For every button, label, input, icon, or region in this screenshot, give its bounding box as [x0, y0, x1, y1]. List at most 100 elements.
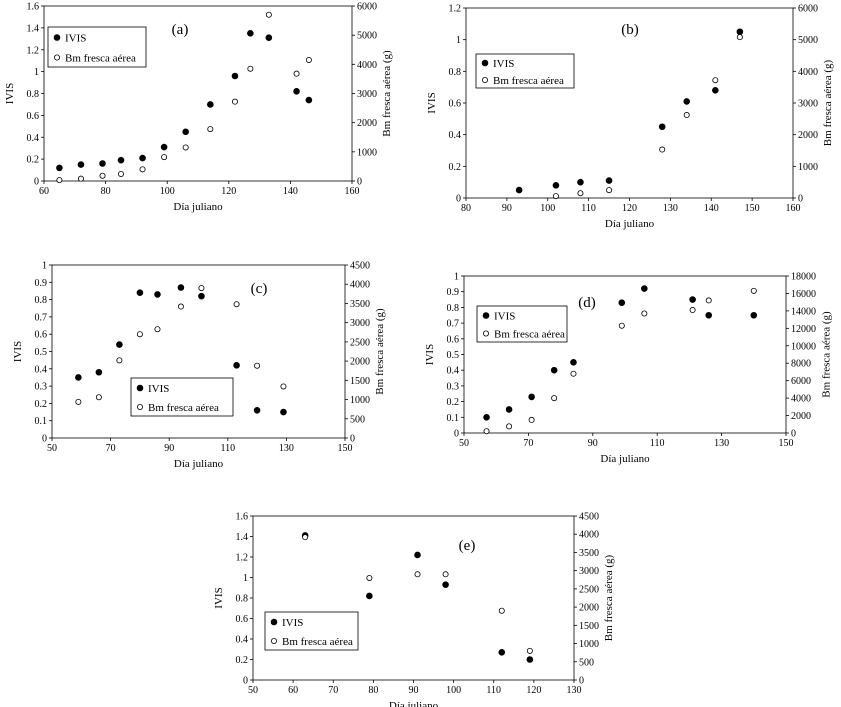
legend-filled-marker: [482, 312, 490, 319]
biomass-point: [99, 172, 106, 179]
x-tick-label: 130: [279, 443, 294, 454]
ivis-point: [577, 178, 584, 186]
biomass-point: [526, 647, 533, 654]
y2-tick-label: 1500: [350, 376, 370, 387]
y2-tick-label: 0: [350, 434, 355, 445]
legend-entry: Bm fresca aérea: [282, 636, 353, 648]
ivis-point: [293, 88, 300, 95]
biomass-point: [498, 607, 505, 614]
y-tick-label: 0.8: [236, 594, 249, 605]
y-tick-label: 0.2: [27, 155, 40, 166]
legend-entry: Bm fresca aérea: [494, 329, 565, 341]
y2-tick-label: 4000: [791, 394, 811, 405]
y-tick-label: 0.8: [35, 295, 48, 306]
y-tick-label: 1.4: [27, 23, 40, 34]
y2-tick-label: 1000: [357, 147, 377, 158]
ivis-point: [233, 362, 240, 369]
biomass-point: [689, 307, 696, 314]
ivis-point: [712, 87, 719, 94]
y-tick-label: 0.6: [236, 614, 249, 625]
legend-filled-marker: [136, 384, 144, 392]
ivis-point: [177, 284, 185, 291]
x-axis-label: Día juliano: [173, 201, 223, 213]
x-tick-label: 130: [714, 438, 729, 449]
y-tick-label: 0.2: [449, 162, 462, 173]
legend-open-marker: [54, 54, 61, 61]
legend: IVIS Bm fresca aérea: [475, 53, 575, 89]
ivis-point: [136, 289, 144, 296]
legend: IVIS Bm fresca aérea: [264, 611, 359, 651]
x-tick-label: 110: [650, 438, 665, 449]
y-tick-label: 0.6: [449, 99, 462, 110]
y-tick-label: 1.4: [236, 532, 249, 543]
x-tick-label: 90: [164, 443, 174, 454]
chart-panel: 80 90 100 110 120 130 140 150 16000.20.40.60.811…: [426, 4, 834, 231]
y2-axis-label: Bm fresca aérea (g): [374, 308, 386, 395]
x-tick-label: 150: [779, 438, 794, 449]
biomass-point: [577, 190, 584, 197]
y2-tick-label: 1000: [798, 162, 818, 173]
y2-tick-label: 2000: [798, 130, 818, 141]
ivis-point: [550, 366, 558, 374]
y2-tick-label: 6000: [791, 376, 811, 387]
y2-tick-label: 12000: [791, 324, 816, 335]
y2-axis-label: Bm fresca aérea (g): [821, 311, 833, 398]
y2-tick-label: 2000: [350, 357, 370, 368]
y-tick-label: 1: [454, 272, 459, 283]
chart-panel: 50 60 70 80 90 100 110 120 13000.20.40.60.811.21…: [213, 512, 615, 707]
panel-label: (b): [621, 22, 639, 38]
legend-entry: Bm fresca aérea: [148, 402, 219, 414]
x-axis-label: Día juliano: [605, 218, 655, 230]
ivis-point: [95, 368, 103, 376]
y2-tick-label: 5000: [798, 35, 818, 46]
y2-axis-label: Bm fresca aérea (g): [822, 59, 834, 146]
biomass-point: [442, 571, 449, 578]
ivis-point: [231, 72, 239, 80]
y2-tick-label: 3000: [579, 566, 599, 577]
ivis-point: [280, 408, 287, 416]
legend-entry: Bm fresca aérea: [493, 75, 564, 87]
ivis-point: [247, 30, 254, 37]
biomass-point: [95, 394, 102, 401]
ivis-point: [182, 128, 189, 136]
y2-tick-label: 3000: [357, 89, 377, 100]
x-tick-label: 130: [567, 685, 582, 696]
y-tick-label: 0.9: [447, 287, 460, 298]
legend-filled-marker: [53, 34, 61, 41]
y-tick-label: 0.6: [35, 330, 48, 341]
biomass-point: [750, 287, 757, 294]
ivis-point: [99, 160, 106, 167]
x-tick-label: 80: [461, 203, 471, 214]
biomass-point: [231, 98, 238, 105]
legend-open-marker: [136, 403, 143, 410]
ivis-point: [160, 143, 168, 151]
legend-open-marker: [482, 330, 489, 337]
x-tick-label: 50: [47, 443, 57, 454]
y2-tick-label: 2000: [357, 118, 377, 129]
y2-tick-label: 4000: [357, 60, 377, 71]
y2-tick-label: 3500: [350, 299, 370, 310]
y-tick-label: 1.2: [449, 4, 462, 15]
y2-axis-label: Bm fresca aérea (g): [381, 50, 393, 137]
panel-label: (e): [459, 538, 476, 554]
biomass-point: [606, 187, 613, 194]
y2-tick-label: 14000: [791, 306, 816, 317]
ivis-point: [116, 341, 123, 348]
ivis-point: [265, 34, 273, 42]
ivis-point: [526, 656, 534, 663]
x-axis-label: Día juliano: [600, 453, 650, 465]
y-tick-label: 1: [456, 35, 461, 46]
y-tick-label: 0.1: [447, 413, 460, 424]
y-tick-label: 0.3: [447, 381, 460, 392]
legend-box: [264, 611, 359, 651]
y2-tick-label: 4000: [350, 280, 370, 291]
biomass-point: [483, 428, 490, 435]
y2-tick-label: 18000: [791, 272, 816, 283]
x-tick-label: 150: [745, 203, 760, 214]
biomass-point: [414, 571, 421, 578]
y2-tick-label: 500: [579, 657, 594, 668]
y2-axis-label: Bm fresca aérea (g): [603, 554, 615, 641]
y2-tick-label: 4000: [579, 530, 599, 541]
biomass-point: [56, 177, 63, 184]
ivis-point: [77, 161, 85, 168]
